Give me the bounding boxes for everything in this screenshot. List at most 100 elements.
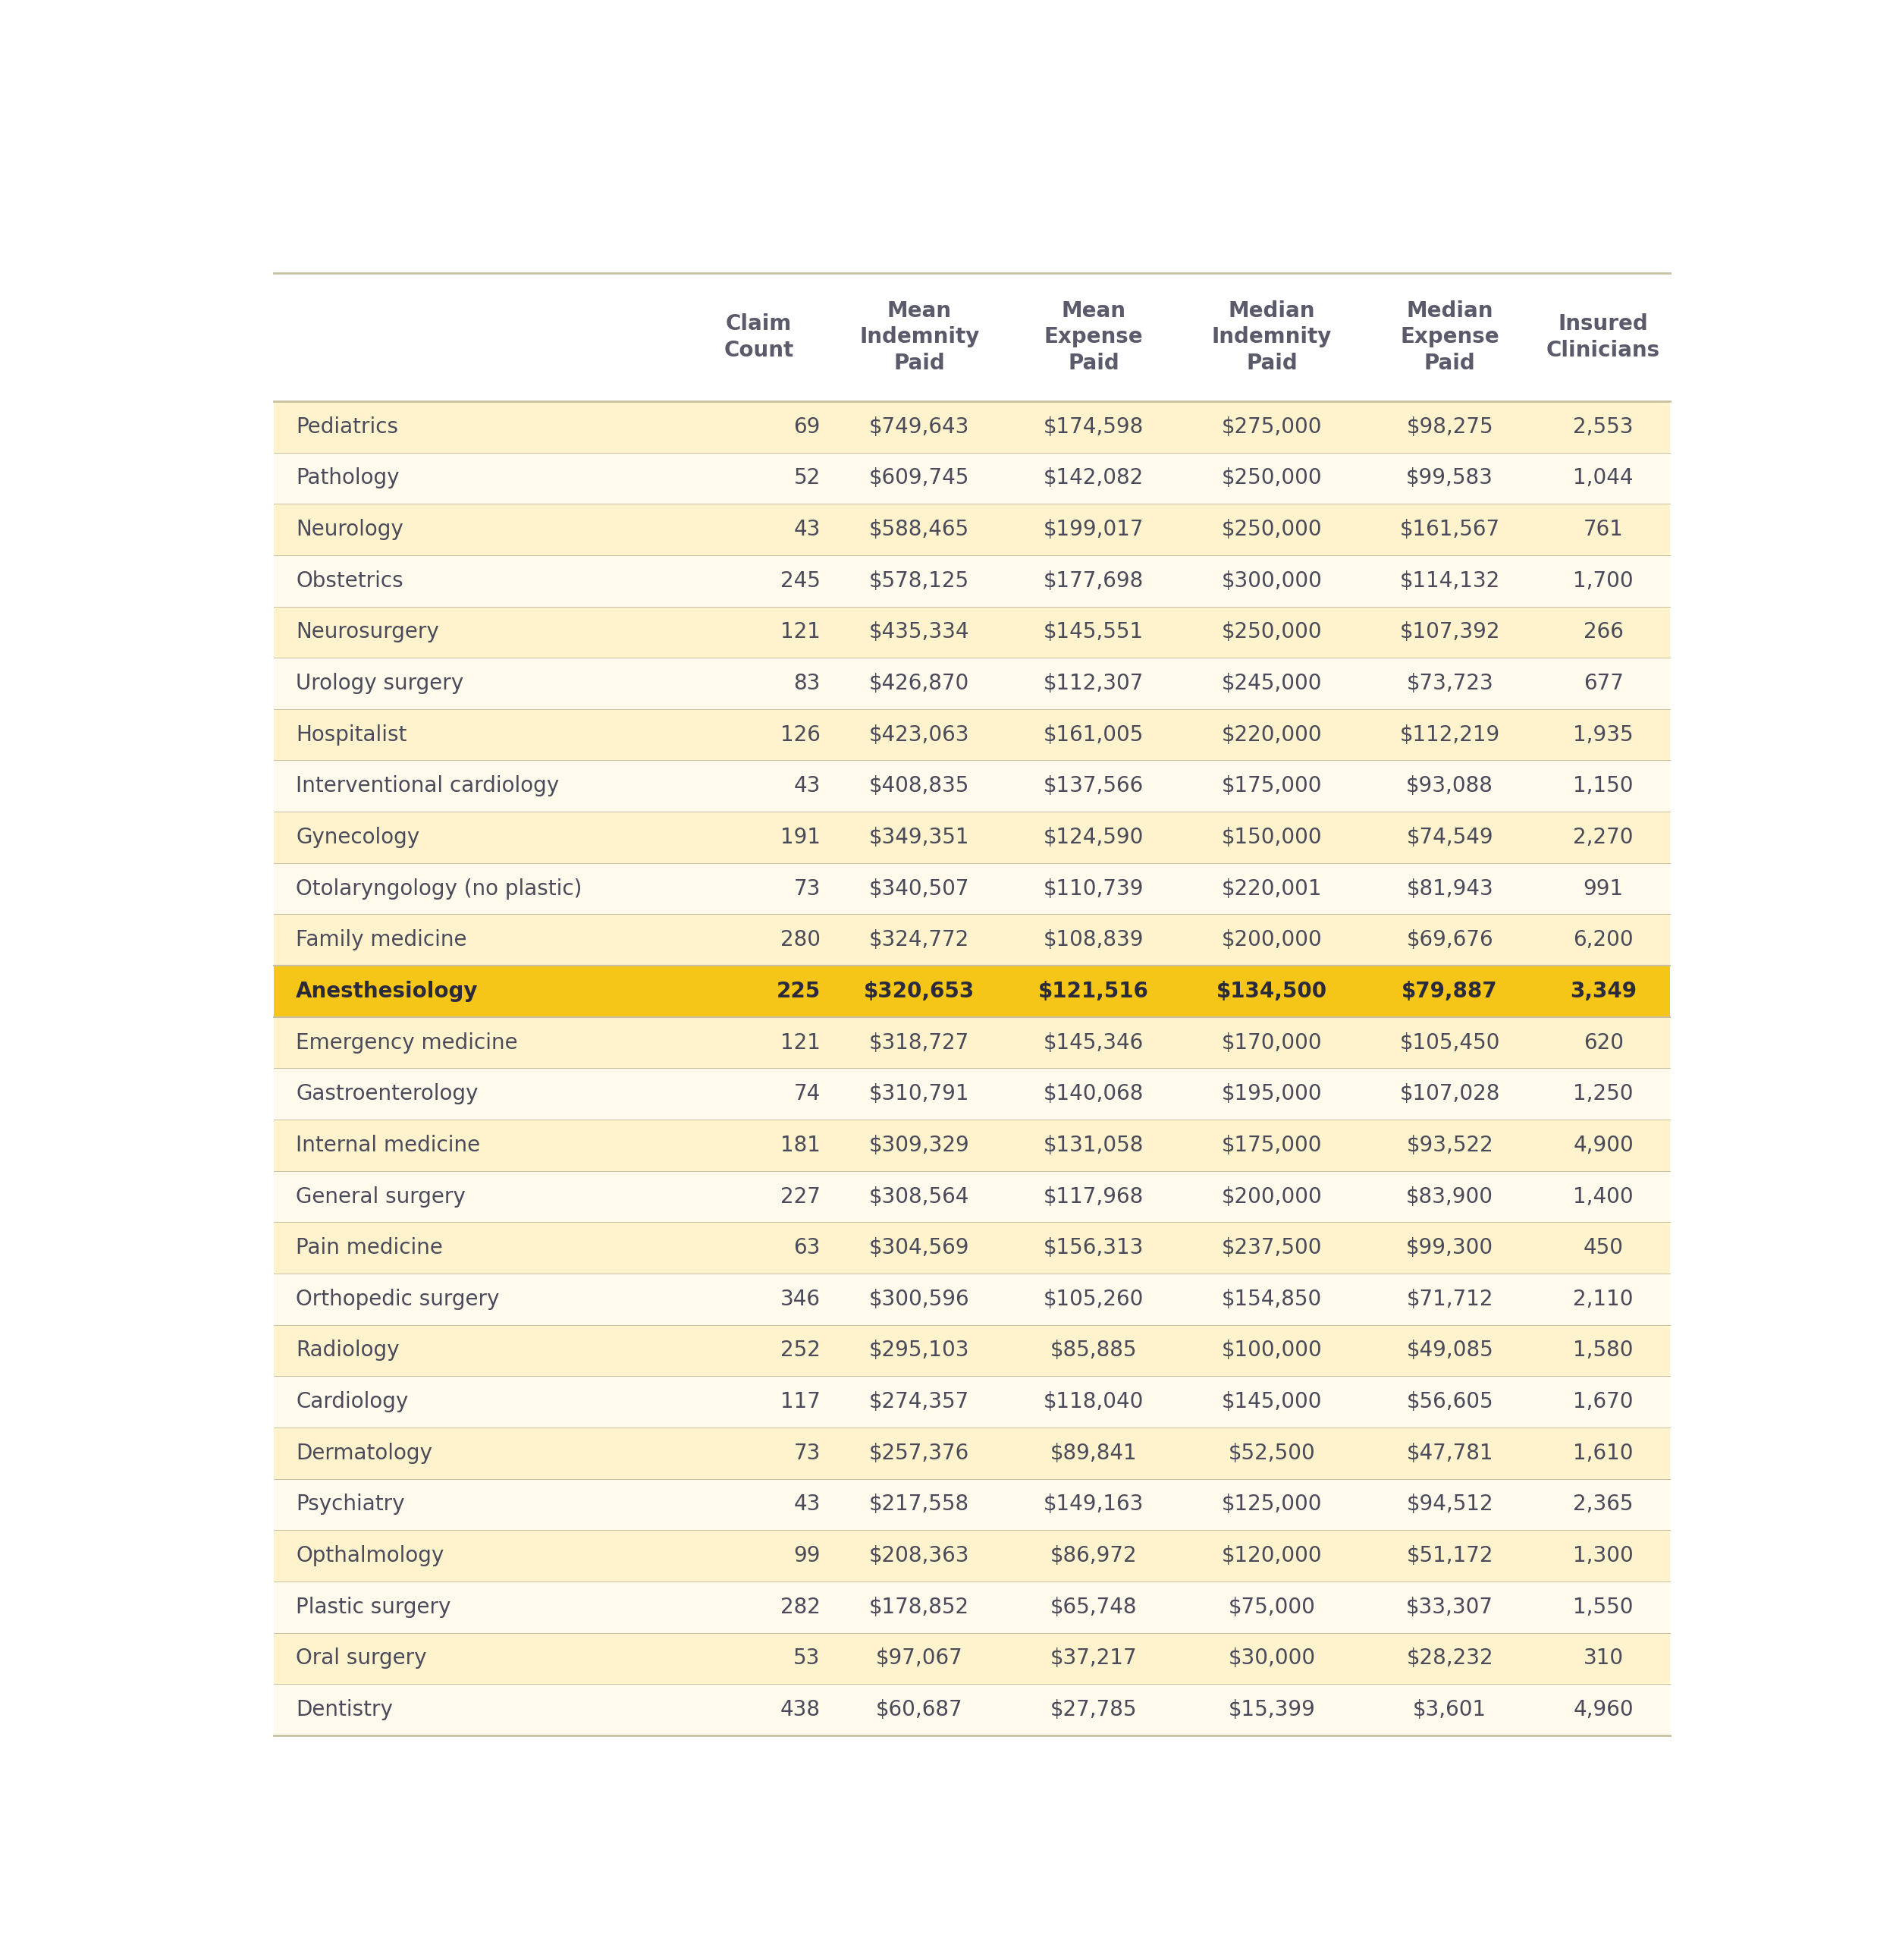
Text: $124,590: $124,590 bbox=[1043, 827, 1143, 849]
Text: $174,598: $174,598 bbox=[1043, 416, 1143, 437]
Text: $108,839: $108,839 bbox=[1043, 929, 1143, 951]
Text: Pediatrics: Pediatrics bbox=[296, 416, 398, 437]
Text: $47,781: $47,781 bbox=[1407, 1443, 1494, 1464]
Bar bbox=[273, 1478, 1670, 1531]
Text: Insured
Clinicians: Insured Clinicians bbox=[1547, 314, 1661, 361]
Text: $609,745: $609,745 bbox=[868, 468, 969, 488]
Text: $118,040: $118,040 bbox=[1043, 1392, 1143, 1413]
Text: $199,017: $199,017 bbox=[1043, 519, 1143, 541]
Text: 1,150: 1,150 bbox=[1574, 776, 1634, 796]
Text: $93,088: $93,088 bbox=[1407, 776, 1494, 796]
Text: Neurology: Neurology bbox=[296, 519, 404, 541]
Text: $131,058: $131,058 bbox=[1043, 1135, 1143, 1156]
Text: $121,516: $121,516 bbox=[1039, 980, 1149, 1002]
Text: 117: 117 bbox=[781, 1392, 821, 1413]
Text: $200,000: $200,000 bbox=[1221, 929, 1322, 951]
Text: 191: 191 bbox=[779, 827, 821, 849]
Text: $300,000: $300,000 bbox=[1221, 570, 1322, 592]
Text: $161,005: $161,005 bbox=[1043, 723, 1143, 745]
Text: Dermatology: Dermatology bbox=[296, 1443, 432, 1464]
Text: 2,270: 2,270 bbox=[1574, 827, 1634, 849]
Text: 1,580: 1,580 bbox=[1574, 1341, 1634, 1360]
Text: $75,000: $75,000 bbox=[1229, 1597, 1316, 1617]
Text: $74,549: $74,549 bbox=[1407, 827, 1494, 849]
Text: 74: 74 bbox=[794, 1084, 821, 1105]
Text: $177,698: $177,698 bbox=[1043, 570, 1143, 592]
Text: Internal medicine: Internal medicine bbox=[296, 1135, 480, 1156]
Text: $426,870: $426,870 bbox=[868, 672, 969, 694]
Text: $150,000: $150,000 bbox=[1221, 827, 1322, 849]
Text: 73: 73 bbox=[794, 878, 821, 900]
Text: $93,522: $93,522 bbox=[1407, 1135, 1494, 1156]
Text: $142,082: $142,082 bbox=[1043, 468, 1143, 488]
Text: $318,727: $318,727 bbox=[868, 1033, 969, 1053]
Bar bbox=[273, 1531, 1670, 1582]
Text: $250,000: $250,000 bbox=[1221, 519, 1322, 541]
Text: $250,000: $250,000 bbox=[1221, 621, 1322, 643]
Text: $71,712: $71,712 bbox=[1407, 1288, 1494, 1309]
Text: 252: 252 bbox=[781, 1341, 821, 1360]
Text: Mean
Indemnity
Paid: Mean Indemnity Paid bbox=[859, 300, 980, 374]
Text: Cardiology: Cardiology bbox=[296, 1392, 408, 1413]
Text: $300,596: $300,596 bbox=[868, 1288, 969, 1309]
Bar bbox=[273, 402, 1670, 453]
Bar bbox=[273, 606, 1670, 659]
Text: 73: 73 bbox=[794, 1443, 821, 1464]
Text: $195,000: $195,000 bbox=[1221, 1084, 1322, 1105]
Text: 83: 83 bbox=[794, 672, 821, 694]
Text: 6,200: 6,200 bbox=[1574, 929, 1634, 951]
Text: $98,275: $98,275 bbox=[1407, 416, 1494, 437]
Text: $145,346: $145,346 bbox=[1043, 1033, 1143, 1053]
Text: 121: 121 bbox=[781, 1033, 821, 1053]
Bar bbox=[273, 1427, 1670, 1478]
Bar bbox=[273, 1376, 1670, 1427]
Text: 181: 181 bbox=[781, 1135, 821, 1156]
Bar bbox=[273, 1068, 1670, 1119]
Text: $94,512: $94,512 bbox=[1407, 1494, 1494, 1515]
Text: $125,000: $125,000 bbox=[1221, 1494, 1322, 1515]
Text: 991: 991 bbox=[1583, 878, 1623, 900]
Text: $237,500: $237,500 bbox=[1221, 1237, 1322, 1258]
Text: 346: 346 bbox=[779, 1288, 821, 1309]
Text: Gynecology: Gynecology bbox=[296, 827, 419, 849]
Text: Interventional cardiology: Interventional cardiology bbox=[296, 776, 559, 796]
Text: 450: 450 bbox=[1583, 1237, 1623, 1258]
Text: $154,850: $154,850 bbox=[1221, 1288, 1322, 1309]
Text: $85,885: $85,885 bbox=[1050, 1341, 1138, 1360]
Bar bbox=[273, 1633, 1670, 1684]
Text: 1,610: 1,610 bbox=[1574, 1443, 1634, 1464]
Text: 53: 53 bbox=[794, 1648, 821, 1670]
Text: $749,643: $749,643 bbox=[868, 416, 969, 437]
Text: $245,000: $245,000 bbox=[1221, 672, 1322, 694]
Bar bbox=[273, 760, 1670, 811]
Text: $295,103: $295,103 bbox=[868, 1341, 969, 1360]
Text: $220,001: $220,001 bbox=[1221, 878, 1322, 900]
Text: 121: 121 bbox=[781, 621, 821, 643]
Text: $250,000: $250,000 bbox=[1221, 468, 1322, 488]
Text: $324,772: $324,772 bbox=[868, 929, 969, 951]
Text: 43: 43 bbox=[794, 776, 821, 796]
Text: $134,500: $134,500 bbox=[1217, 980, 1327, 1002]
Text: 1,300: 1,300 bbox=[1574, 1544, 1634, 1566]
Text: $175,000: $175,000 bbox=[1221, 776, 1322, 796]
Text: Hospitalist: Hospitalist bbox=[296, 723, 408, 745]
Bar bbox=[273, 1170, 1670, 1223]
Text: $220,000: $220,000 bbox=[1221, 723, 1322, 745]
Text: $3,601: $3,601 bbox=[1413, 1699, 1486, 1721]
Text: $52,500: $52,500 bbox=[1229, 1443, 1316, 1464]
Text: $112,219: $112,219 bbox=[1399, 723, 1500, 745]
Bar bbox=[273, 913, 1670, 966]
Text: 282: 282 bbox=[781, 1597, 821, 1617]
Text: Pain medicine: Pain medicine bbox=[296, 1237, 444, 1258]
Text: 310: 310 bbox=[1583, 1648, 1623, 1670]
Text: Radiology: Radiology bbox=[296, 1341, 400, 1360]
Text: $423,063: $423,063 bbox=[868, 723, 969, 745]
Bar bbox=[273, 1017, 1670, 1068]
Text: Plastic surgery: Plastic surgery bbox=[296, 1597, 451, 1617]
Text: $349,351: $349,351 bbox=[868, 827, 969, 849]
Text: 761: 761 bbox=[1583, 519, 1623, 541]
Text: Mean
Expense
Paid: Mean Expense Paid bbox=[1045, 300, 1143, 374]
Text: $107,392: $107,392 bbox=[1399, 621, 1500, 643]
Text: $257,376: $257,376 bbox=[868, 1443, 969, 1464]
Text: Orthopedic surgery: Orthopedic surgery bbox=[296, 1288, 499, 1309]
